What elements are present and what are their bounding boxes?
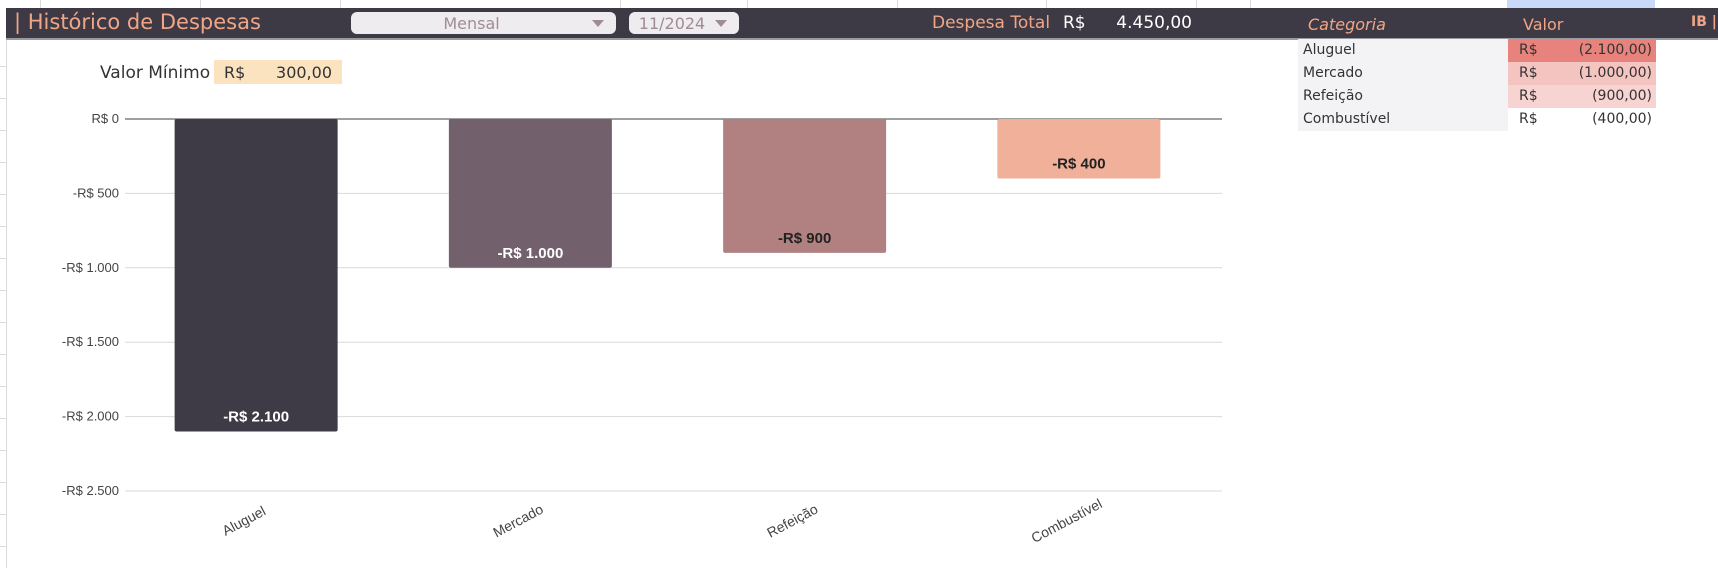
- row-gutter: [0, 36, 7, 568]
- table-cell-category: Mercado: [1298, 62, 1508, 85]
- grid-column-line: [897, 0, 898, 8]
- y-tick-label: -R$ 1.500: [62, 334, 119, 349]
- min-value-cell[interactable]: R$ 300,00: [214, 60, 342, 84]
- total-expense-label: Despesa Total: [932, 13, 1051, 33]
- period-dropdown-value: Mensal: [443, 13, 500, 33]
- table-row[interactable]: Mercado R$ (1.000,00): [1298, 62, 1658, 85]
- grid-column-line: [1196, 0, 1197, 8]
- bar-data-label: -R$ 2.100: [223, 408, 289, 425]
- grid-column-line: [1250, 0, 1251, 8]
- table-cell-value: R$ (2.100,00): [1508, 39, 1656, 62]
- bar-data-label: -R$ 400: [1052, 156, 1105, 173]
- min-value-amount: 300,00: [276, 63, 332, 82]
- table-cell-category: Aluguel: [1298, 39, 1508, 62]
- selected-column-highlight: [1507, 0, 1655, 8]
- chevron-down-icon: [715, 19, 727, 27]
- table-cell-value: R$ (1.000,00): [1508, 62, 1656, 85]
- header-bar: | Histórico de Despesas Mensal 11/2024 D…: [6, 8, 1718, 40]
- grid-column-line: [340, 0, 341, 8]
- min-value-label: Valor Mínimo: [100, 63, 211, 83]
- total-expense-value: 4.450,00: [1116, 13, 1192, 33]
- min-value-currency: R$: [224, 63, 246, 82]
- date-dropdown-value: 11/2024: [638, 13, 706, 33]
- table-row[interactable]: Combustível R$ (400,00): [1298, 108, 1658, 131]
- bar-mercado: [448, 119, 612, 268]
- table-header-category: Categoria: [1308, 15, 1386, 34]
- bar-data-label: -R$ 1.000: [497, 245, 563, 262]
- table-cell-value: R$ (400,00): [1508, 108, 1656, 131]
- table-row[interactable]: Aluguel R$ (2.100,00): [1298, 39, 1658, 62]
- grid-column-line: [1046, 0, 1047, 8]
- page-title: | Histórico de Despesas: [14, 10, 261, 34]
- chevron-down-icon: [592, 19, 604, 27]
- expense-bar-chart: R$ 0 -R$ 500 -R$ 1.000 -R$ 1.500 -R$ 2.000 -R…: [62, 111, 1222, 546]
- date-dropdown[interactable]: 11/2024: [629, 12, 739, 34]
- brand-logo: IB |: [1691, 14, 1717, 30]
- table-cell-category: Combustível: [1298, 108, 1508, 131]
- table-cell-category: Refeição: [1298, 85, 1508, 108]
- bar-data-label: -R$ 900: [778, 230, 831, 247]
- table-cell-value: R$ (900,00): [1508, 85, 1656, 108]
- x-tick-label: Refeição: [764, 500, 820, 540]
- grid-column-line: [200, 0, 201, 8]
- grid-column-line: [747, 0, 748, 8]
- x-tick-label: Mercado: [490, 501, 546, 541]
- period-dropdown[interactable]: Mensal: [351, 12, 616, 34]
- y-tick-label: R$ 0: [92, 111, 119, 126]
- bar-refeição: [723, 119, 887, 253]
- y-tick-label: -R$ 1.000: [62, 260, 119, 275]
- table-header-value: Valor: [1523, 15, 1564, 34]
- total-expense-currency: R$: [1063, 13, 1086, 33]
- grid-column-line: [620, 0, 621, 8]
- grid-column-line: [40, 0, 41, 8]
- bar-combustível: [997, 119, 1161, 179]
- bar-aluguel: [174, 119, 338, 432]
- table-row[interactable]: Refeição R$ (900,00): [1298, 85, 1658, 108]
- y-tick-label: -R$ 2.000: [62, 409, 119, 424]
- y-tick-label: -R$ 2.500: [62, 483, 119, 498]
- x-tick-label: Aluguel: [219, 503, 268, 539]
- x-tick-label: Combustível: [1028, 495, 1104, 546]
- y-tick-label: -R$ 500: [73, 185, 119, 200]
